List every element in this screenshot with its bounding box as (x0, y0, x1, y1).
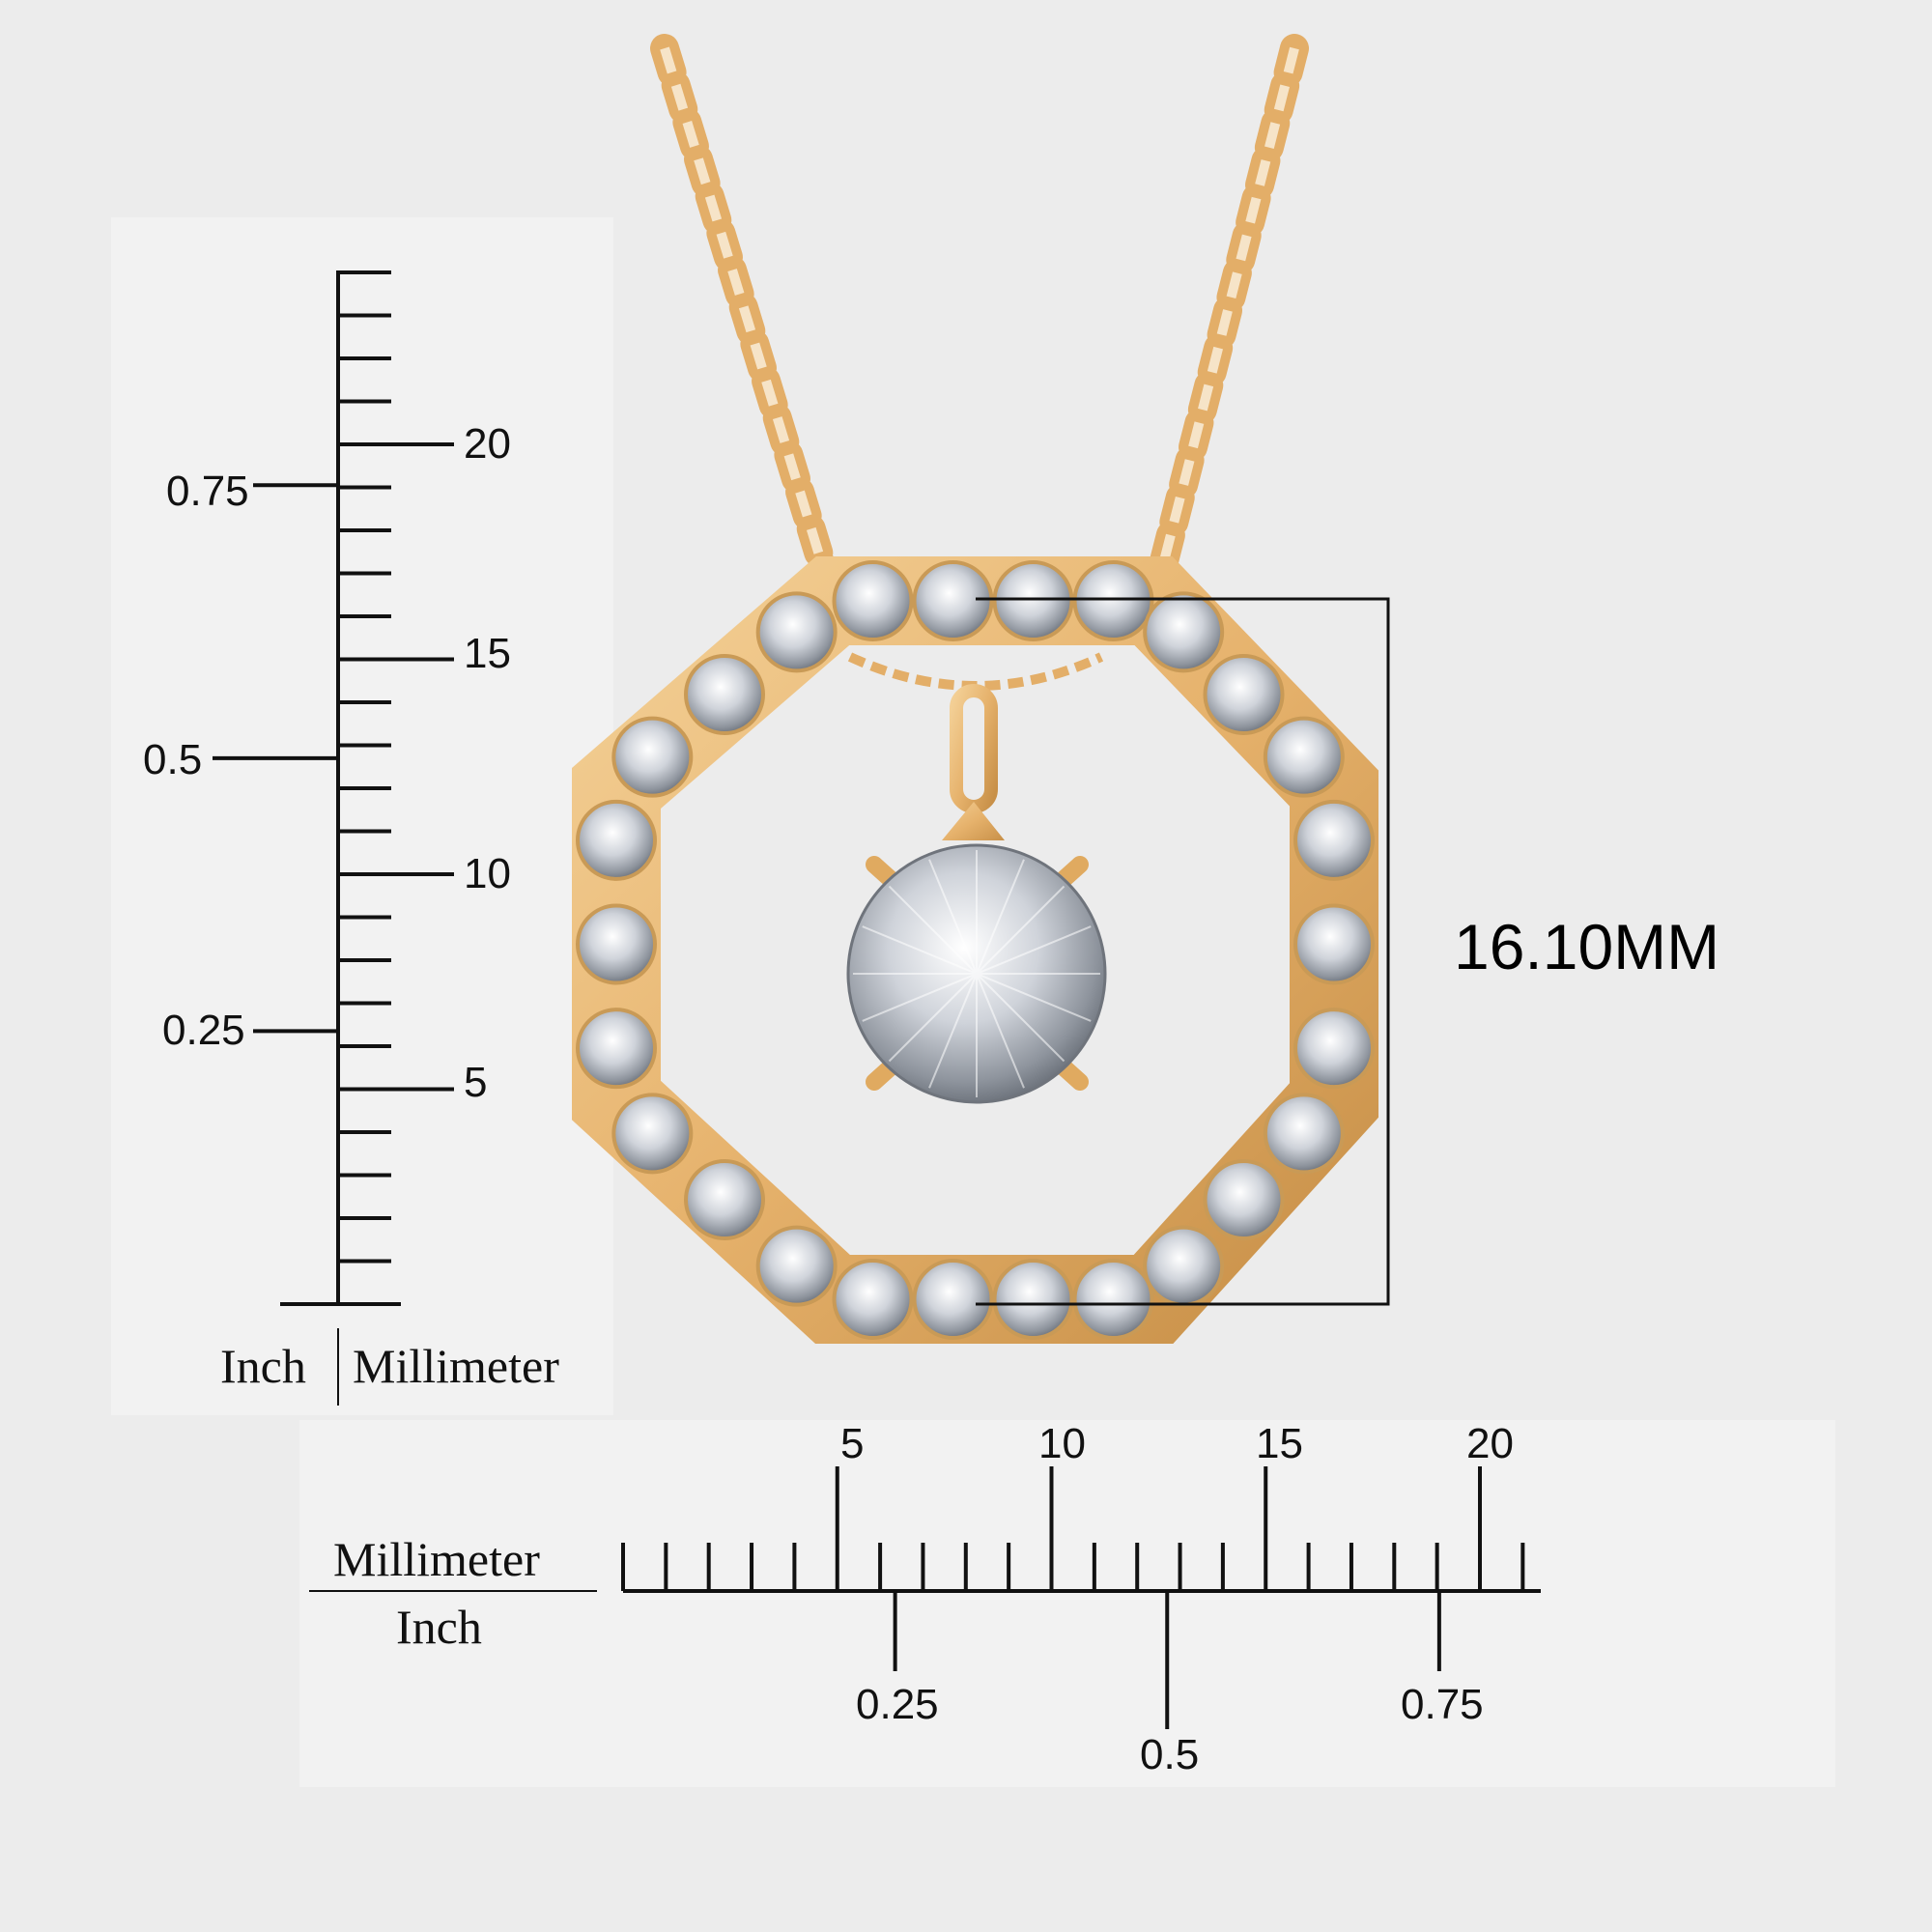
halo-stone-25 (755, 591, 838, 673)
halo-stone-19 (611, 1093, 694, 1175)
halo-stone-16 (832, 1259, 914, 1340)
halo-stone-11 (1203, 1159, 1285, 1240)
vruler-mm-label-15: 15 (464, 630, 511, 677)
vruler-unit-millimeter: Millimeter (353, 1339, 559, 1393)
halo-stone-22 (576, 799, 657, 881)
facet-line-13 (976, 859, 1025, 975)
facet-line-10 (888, 885, 978, 975)
halo-stone-6 (1263, 716, 1345, 798)
hruler-mm-label-20: 20 (1466, 1420, 1514, 1467)
hruler-inch-label-025: 0.25 (856, 1681, 939, 1728)
halo-stone-20 (576, 1008, 657, 1090)
vruler-mm-label-10: 10 (464, 850, 511, 897)
halo-stone-23 (611, 716, 694, 798)
halo-stone-1 (912, 560, 994, 641)
facet-line-7 (862, 973, 978, 1022)
halo-stone-3 (1072, 560, 1154, 641)
facet-line-5 (928, 973, 978, 1089)
facet-line-9 (862, 925, 978, 975)
bail-connector (942, 802, 1005, 840)
vruler-mm-label-5: 5 (464, 1059, 488, 1106)
halo-stone-8 (1293, 903, 1375, 985)
halo-stone-24 (684, 654, 765, 735)
halo-stone-13 (1072, 1259, 1154, 1340)
facet-line-11 (928, 859, 978, 975)
vruler-mm-label-20: 20 (464, 420, 511, 468)
halo-stone-10 (1263, 1093, 1345, 1175)
hruler-mm-label-10: 10 (1038, 1420, 1086, 1467)
hruler-mm-label-5: 5 (840, 1420, 865, 1467)
halo-stone-2 (992, 560, 1074, 641)
height-dimension-bracket (976, 597, 1390, 1306)
vruler-inch-label-05: 0.5 (143, 736, 203, 783)
hruler-unit-inch: Inch (396, 1600, 482, 1654)
hruler-mm-label-15: 15 (1256, 1420, 1303, 1467)
facet-line-3 (976, 973, 1025, 1089)
halo-stone-5 (1203, 654, 1285, 735)
vruler-unit-inch: Inch (220, 1339, 306, 1393)
chain-left (650, 34, 853, 633)
halo-stone-15 (912, 1259, 994, 1340)
height-dimension-label: 16.10MM (1454, 911, 1720, 982)
hruler-inch-label-05: 0.5 (1140, 1731, 1200, 1778)
hruler-unit-millimeter: Millimeter (333, 1532, 540, 1586)
halo-stone-21 (576, 903, 657, 985)
facet-line-1 (976, 973, 1092, 1022)
halo-stone-14 (992, 1259, 1074, 1340)
chain-right (1135, 34, 1309, 633)
facet-line-6 (888, 973, 978, 1063)
halo-stone-18 (684, 1159, 765, 1240)
facet-line-2 (976, 973, 1065, 1063)
vruler-inch-label-075: 0.75 (166, 468, 249, 515)
hruler-inch-label-075: 0.75 (1401, 1681, 1484, 1728)
vertical-ruler-panel (111, 217, 613, 1415)
horizontal-ruler-panel (299, 1420, 1835, 1787)
vruler-inch-label-025: 0.25 (162, 1007, 245, 1054)
halo-stone-7 (1293, 799, 1375, 881)
halo-stone-0 (832, 560, 914, 641)
halo-stones (576, 560, 1375, 1340)
center-stone-setting (846, 843, 1107, 1104)
facet-line-14 (976, 885, 1065, 975)
halo-stone-9 (1293, 1008, 1375, 1090)
halo-stone-4 (1143, 591, 1225, 673)
halo-stone-17 (755, 1225, 838, 1307)
facet-line-15 (976, 925, 1092, 975)
